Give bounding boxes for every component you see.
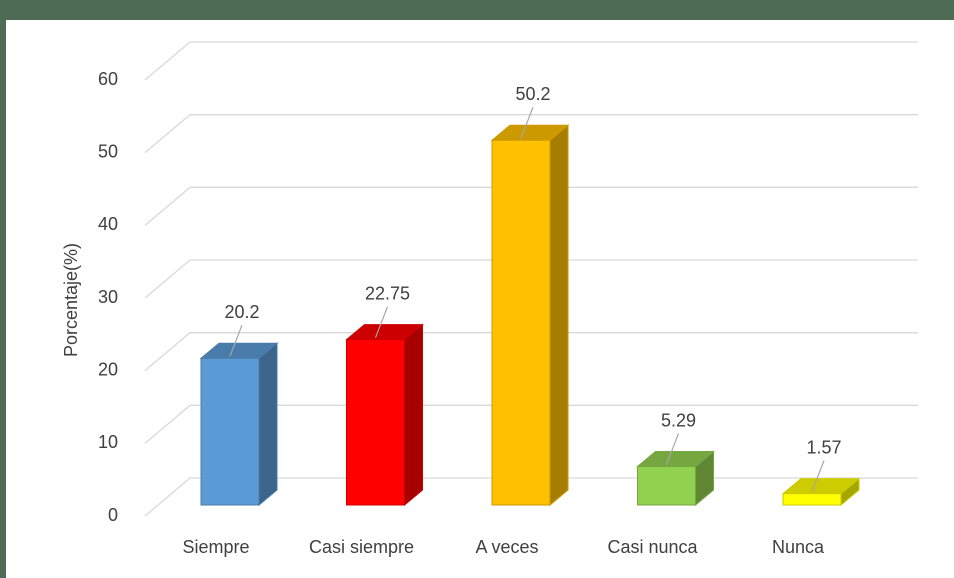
- data-label: 50.2: [515, 84, 550, 104]
- bar-side: [404, 323, 423, 507]
- y-tick-label: 50: [98, 141, 118, 161]
- y-tick-label: 40: [98, 214, 118, 234]
- bar: [490, 124, 570, 507]
- leader-line: [374, 306, 389, 338]
- leader-line: [665, 433, 680, 465]
- bar-front: [637, 466, 696, 506]
- leader-line: [811, 460, 825, 492]
- y-tick-label: 30: [98, 287, 118, 307]
- leader-line: [229, 324, 243, 357]
- bar: [781, 477, 861, 507]
- data-label: 1.57: [806, 437, 841, 457]
- grid-line: [144, 114, 918, 154]
- grid-line: [144, 186, 918, 226]
- bar-side: [258, 342, 278, 507]
- bar-front: [200, 357, 260, 506]
- x-tick-label: Casi siempre: [309, 537, 414, 557]
- grid-line: [144, 332, 918, 372]
- y-axis-label: Porcentaje(%): [61, 243, 81, 357]
- y-tick-label: 0: [108, 505, 118, 525]
- x-tick-label: Casi nunca: [607, 537, 698, 557]
- grid-line: [144, 404, 918, 444]
- leader-line: [520, 106, 534, 139]
- y-tick-label: 60: [98, 69, 118, 89]
- bar: [345, 323, 424, 507]
- data-label: 22.75: [365, 283, 410, 303]
- y-tick-label: 20: [98, 359, 118, 379]
- data-label: 20.2: [224, 302, 259, 322]
- y-tick-label: 10: [98, 432, 118, 452]
- x-tick-label: Siempre: [182, 537, 249, 557]
- bar-front: [782, 493, 842, 506]
- x-tick-label: Nunca: [772, 537, 825, 557]
- grid-line: [144, 41, 918, 81]
- bar: [636, 450, 715, 507]
- bar-front: [346, 339, 405, 506]
- x-tick-label: A veces: [475, 537, 538, 557]
- bar-front: [491, 139, 551, 506]
- grid-line: [144, 259, 918, 299]
- bar-side: [549, 124, 569, 507]
- data-label: 5.29: [661, 410, 696, 430]
- bar: [199, 342, 279, 507]
